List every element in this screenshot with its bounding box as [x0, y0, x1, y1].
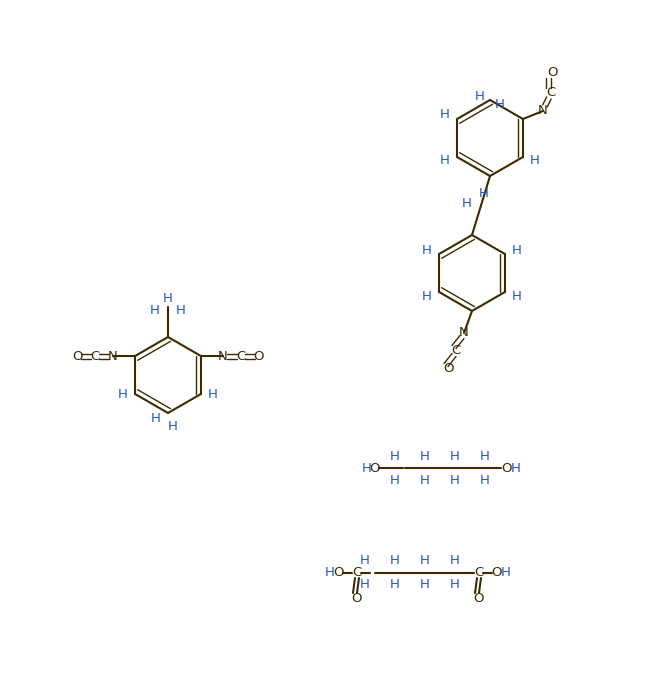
Text: H: H — [420, 554, 430, 568]
Text: H: H — [360, 554, 370, 568]
Text: N: N — [459, 326, 469, 340]
Text: H: H — [450, 554, 460, 568]
Text: N: N — [108, 349, 118, 362]
Text: H: H — [450, 473, 460, 486]
Text: H: H — [512, 290, 522, 303]
Text: C: C — [546, 87, 556, 100]
Text: H: H — [362, 462, 372, 475]
Text: O: O — [501, 462, 511, 475]
Text: C: C — [474, 566, 484, 579]
Text: H: H — [390, 450, 400, 462]
Text: O: O — [443, 362, 453, 376]
Text: O: O — [370, 462, 380, 475]
Text: H: H — [168, 421, 178, 434]
Text: H: H — [176, 304, 186, 317]
Text: O: O — [333, 566, 344, 579]
Text: N: N — [218, 349, 228, 362]
Text: H: H — [420, 579, 430, 592]
Text: O: O — [254, 349, 264, 362]
Text: O: O — [548, 67, 558, 80]
Text: H: H — [450, 579, 460, 592]
Text: H: H — [151, 412, 161, 425]
Text: H: H — [163, 292, 173, 304]
Text: H: H — [479, 187, 489, 200]
Text: H: H — [450, 450, 460, 462]
Text: H: H — [501, 566, 511, 579]
Text: H: H — [495, 98, 505, 110]
Text: H: H — [440, 109, 450, 121]
Text: C: C — [90, 349, 100, 362]
Text: H: H — [511, 462, 521, 475]
Text: C: C — [237, 349, 246, 362]
Text: H: H — [440, 155, 450, 168]
Text: C: C — [353, 566, 362, 579]
Text: H: H — [390, 579, 400, 592]
Text: H: H — [118, 387, 128, 401]
Text: H: H — [325, 566, 335, 579]
Text: H: H — [360, 579, 370, 592]
Text: H: H — [150, 304, 160, 317]
Text: H: H — [422, 290, 432, 303]
Text: O: O — [351, 592, 361, 604]
Text: H: H — [390, 473, 400, 486]
Text: H: H — [530, 155, 540, 168]
Text: H: H — [480, 473, 490, 486]
Text: H: H — [390, 554, 400, 568]
Text: H: H — [420, 450, 430, 462]
Text: C: C — [451, 344, 461, 358]
Text: H: H — [422, 243, 432, 256]
Text: H: H — [420, 473, 430, 486]
Text: H: H — [462, 197, 472, 210]
Text: N: N — [538, 105, 548, 118]
Text: H: H — [208, 387, 218, 401]
Text: O: O — [492, 566, 502, 579]
Text: H: H — [512, 243, 522, 256]
Text: H: H — [475, 89, 485, 103]
Text: O: O — [72, 349, 82, 362]
Text: H: H — [480, 450, 490, 462]
Text: O: O — [473, 592, 483, 604]
